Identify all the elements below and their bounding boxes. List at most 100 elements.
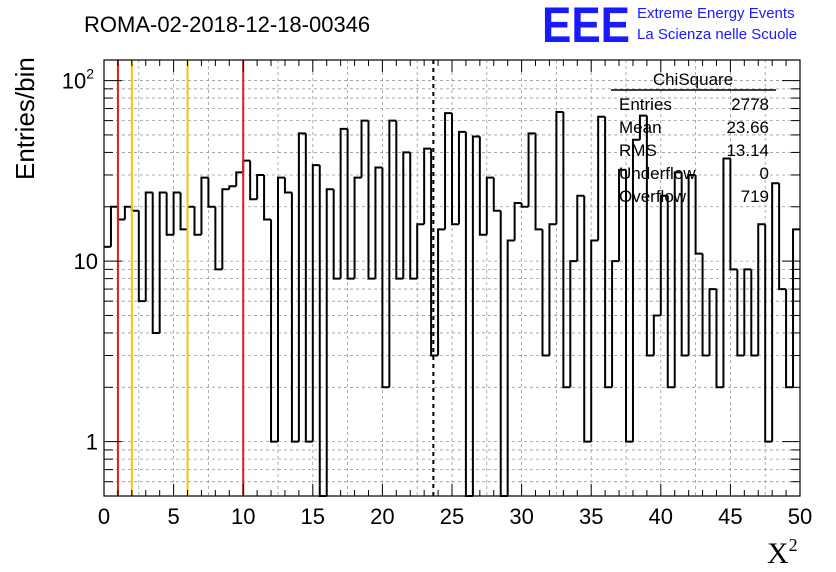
histogram-bin	[680, 172, 689, 357]
histogram-bin	[576, 194, 585, 262]
histogram-bin	[659, 194, 668, 316]
histogram-bin	[116, 206, 125, 221]
histogram-bin	[673, 171, 682, 388]
stats-name: ChiSquare	[653, 70, 733, 89]
histogram-bin	[207, 177, 216, 208]
x-tick-label: 0	[98, 504, 110, 529]
histogram-bin	[242, 159, 251, 173]
stats-box: ChiSquare Entries 2778 Mean 23.66 RMS 13.14 Und…	[611, 70, 776, 206]
histogram-bin	[757, 223, 766, 356]
histogram-bin	[645, 115, 654, 357]
histogram-bin	[764, 224, 773, 443]
y-tick-label: 102	[62, 66, 94, 94]
x-tick-labels: 0 5 10 15 20 25 30 35 40 45 50	[98, 504, 812, 529]
histogram-bin	[687, 173, 696, 356]
stats-label: Entries	[619, 95, 672, 114]
histogram-bin	[172, 191, 181, 235]
histogram-bin	[590, 239, 599, 442]
histogram-bin	[555, 110, 564, 225]
histogram-bin	[722, 157, 731, 388]
x-tick-label: 5	[167, 504, 179, 529]
stats-label: Overflow	[619, 187, 687, 206]
histogram-bin	[611, 260, 620, 388]
histogram-bin	[513, 201, 522, 241]
histogram-bin	[144, 191, 153, 302]
histogram-bin	[597, 115, 606, 241]
logo-mark: EEE	[542, 0, 630, 53]
histogram-bin	[353, 176, 362, 279]
histogram-bin	[451, 113, 459, 226]
histogram-bin	[151, 192, 160, 334]
histogram-bin	[792, 228, 800, 388]
histogram-bin	[200, 176, 209, 235]
histogram-bin	[395, 120, 404, 280]
histogram-bin	[290, 192, 299, 443]
histogram-bin	[137, 210, 146, 303]
stats-label: Mean	[619, 118, 662, 137]
histogram-bin	[506, 239, 515, 496]
eee-logo: EEE Extreme Energy Events La Scienza nel…	[542, 0, 797, 53]
histogram-bin	[548, 223, 557, 356]
histogram-bin	[541, 229, 550, 357]
histogram-bin	[283, 177, 292, 194]
histogram-bin	[304, 133, 313, 443]
y-tick-label-base: 10	[62, 69, 86, 94]
histogram-bin	[478, 136, 487, 236]
x-tick-label: 35	[579, 504, 603, 529]
histogram-bin	[277, 176, 285, 442]
x-tick-label: 25	[440, 504, 464, 529]
histogram-bin	[270, 219, 278, 443]
histogram-bin	[325, 188, 334, 496]
histogram-bin	[618, 168, 626, 262]
histogram-bin	[193, 206, 202, 236]
histogram-bin	[332, 189, 341, 280]
axis-ticks	[103, 60, 801, 496]
x-tick-label: 30	[509, 504, 533, 529]
stats-value: 2778	[731, 95, 769, 114]
y-tick-label: 1	[86, 430, 98, 455]
histogram-bin	[367, 120, 376, 280]
histogram-bin	[123, 205, 132, 220]
histogram-bin	[249, 160, 258, 201]
x-tick-label: 40	[649, 504, 673, 529]
y-tick-label-sup: 2	[86, 66, 94, 82]
histogram-bin	[471, 135, 480, 496]
x-axis-label: X2	[767, 535, 798, 570]
logo-line1: Extreme Energy Events	[637, 5, 795, 22]
y-axis-label: Entries/bin	[10, 57, 40, 180]
stats-label: RMS	[619, 141, 657, 160]
histogram-bin	[360, 119, 369, 178]
histogram	[104, 110, 800, 497]
histogram-bin	[381, 167, 390, 389]
histogram-bin	[729, 158, 738, 271]
histogram-bin	[743, 268, 752, 356]
histogram-bin	[638, 114, 647, 140]
histogram-bin	[562, 111, 571, 389]
stats-value: 719	[741, 187, 769, 206]
x-axis-label-sup: 2	[789, 535, 798, 555]
histogram-bin	[311, 164, 320, 442]
stats-value: 13.14	[726, 141, 769, 160]
x-tick-label: 45	[718, 504, 742, 529]
stats-label: Underflow	[619, 164, 696, 183]
histogram-bin	[666, 195, 675, 389]
histogram-bin	[444, 112, 452, 230]
stats-value: 23.66	[726, 118, 769, 137]
x-tick-label: 10	[231, 504, 255, 529]
histogram-bin	[297, 132, 306, 442]
histogram-bin	[736, 269, 745, 357]
histogram-bin	[437, 228, 446, 356]
histogram-bin	[346, 128, 355, 280]
histogram-bin	[186, 205, 195, 230]
histogram-bin	[527, 132, 536, 207]
histogram-bin	[179, 192, 188, 231]
histogram-bin	[485, 176, 494, 235]
histogram-bin	[339, 127, 348, 279]
logo-line2: La Scienza nelle Scuole	[637, 26, 797, 43]
histogram-bin	[715, 289, 724, 389]
histogram-bin	[158, 191, 167, 333]
histogram-bin	[235, 171, 244, 187]
histogram-bin	[221, 188, 230, 270]
